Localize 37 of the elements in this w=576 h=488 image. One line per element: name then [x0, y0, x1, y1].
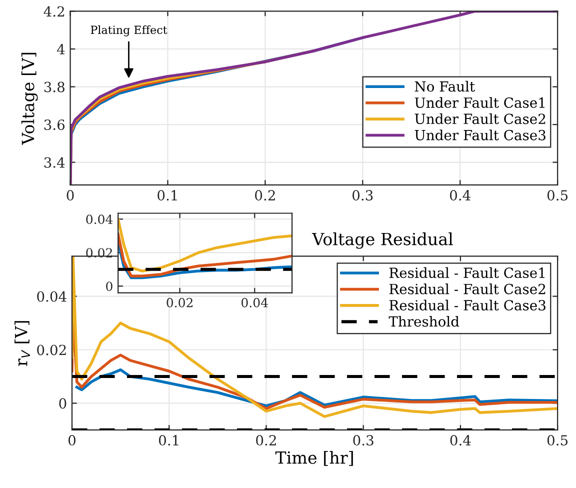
- line-series: [70, 11, 558, 185]
- x-tick-label: 0.3: [353, 435, 374, 446]
- y-axis-title: r$_{V}$ [V]: [14, 321, 30, 366]
- x-tick-label: 0.4: [450, 190, 470, 201]
- x-tick-label: 0.1: [158, 435, 178, 446]
- legend-label: Residual - Fault Case1: [389, 267, 544, 278]
- x-tick-label: 0: [66, 190, 74, 201]
- x-tick-label: 0.3: [352, 190, 373, 201]
- legend-label: Threshold: [388, 316, 460, 327]
- chart-title: Voltage Residual: [312, 232, 453, 249]
- y-tick-label: 3.6: [44, 119, 65, 130]
- y-tick-label: 3.4: [44, 157, 65, 168]
- x-tick-label: 0.5: [547, 435, 568, 446]
- line-series: [118, 232, 292, 278]
- y-axis-title: Voltage [V]: [21, 52, 38, 145]
- line-series: [118, 218, 292, 272]
- legend-label: Residual - Fault Case2: [389, 284, 546, 294]
- x-tick-label: 0.2: [255, 190, 275, 201]
- legend-label: Under Fault Case1: [414, 97, 544, 108]
- y-tick-label: 0.04: [86, 214, 113, 224]
- legend-label: Under Fault Case3: [414, 130, 546, 140]
- y-tick-label: 4: [57, 44, 65, 54]
- x-axis-title: Time [hr]: [275, 451, 353, 466]
- x-tick-label: 0.1: [158, 190, 177, 201]
- y-tick-label: 0: [59, 398, 66, 409]
- legend-label: No Fault: [414, 80, 475, 92]
- y-tick-label: 4.2: [44, 6, 64, 17]
- legend-label: Under Fault Case2: [414, 113, 546, 124]
- y-tick-label: 0.02: [37, 344, 66, 356]
- x-tick-label: 0.2: [256, 435, 276, 446]
- y-tick-label: 3.8: [44, 82, 64, 92]
- x-tick-label: 0.5: [547, 190, 568, 201]
- annotation: Plating Effect: [90, 25, 168, 36]
- legend-label: Residual - Fault Case3: [389, 300, 546, 310]
- x-tick-label: 0: [68, 435, 76, 446]
- y-tick-label: 0: [106, 282, 112, 292]
- x-tick-label: 0.4: [450, 435, 471, 446]
